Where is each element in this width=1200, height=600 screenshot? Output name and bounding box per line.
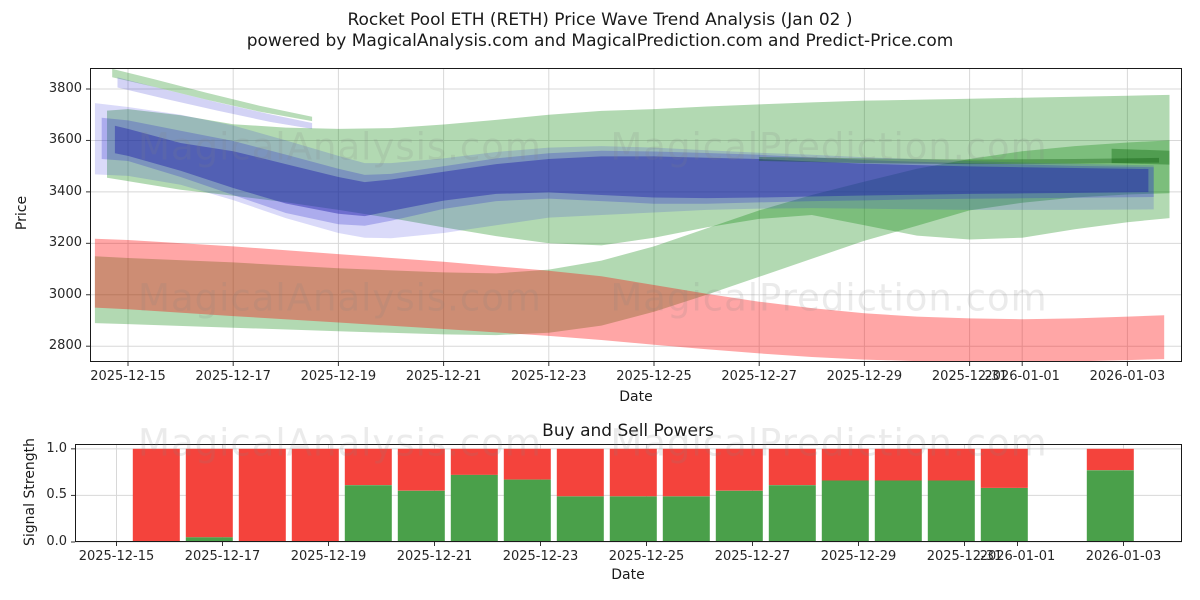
signal-chart-x-tick-label: 2025-12-19: [290, 549, 367, 564]
sell-bar: [291, 448, 339, 542]
signal-chart-x-tick-label: 2026-01-01: [979, 549, 1056, 564]
signal-chart-x-tick-label: 2025-12-31: [926, 549, 1003, 564]
price-chart-x-tick-label: 2025-12-17: [195, 369, 271, 384]
date-axis-label-bottom: Date: [611, 567, 645, 583]
blue-core-band: [114, 125, 1149, 217]
figure-title-line2: powered by MagicalAnalysis.com and Magic…: [246, 31, 954, 51]
sell-bar: [768, 448, 816, 486]
sell-bar: [450, 448, 498, 475]
sell-bar: [821, 448, 869, 481]
buy-sell-power-chart: [71, 444, 1182, 546]
price-chart-y-tick-label: 2800: [48, 338, 82, 354]
price-chart-x-tick-label: 2025-12-27: [721, 369, 797, 384]
price-chart-x-tick-label: 2025-12-29: [826, 369, 903, 384]
buy-bar: [715, 490, 763, 542]
sell-bar: [185, 448, 233, 538]
signal-chart-y-tick-label: 1.0: [46, 440, 67, 456]
sell-bar: [397, 448, 445, 491]
sell-bar: [503, 448, 551, 480]
price-chart-y-tick-label: 3400: [48, 183, 82, 199]
price-chart-y-tick-label: 3800: [48, 81, 82, 96]
signal-chart-frame: [75, 444, 1182, 542]
buy-bar: [927, 480, 975, 542]
price-wave-chart: [86, 68, 1182, 366]
signal-chart-x-tick-label: 2025-12-29: [820, 549, 897, 564]
buy-bar: [1086, 470, 1134, 542]
sell-bar: [715, 448, 763, 491]
price-chart-x-tick-label: 2025-12-21: [405, 369, 482, 384]
price-chart-x-tick-label: 2025-12-25: [616, 369, 692, 384]
sell-bar: [1086, 448, 1134, 471]
price-chart-x-tick-label: 2025-12-23: [511, 369, 587, 384]
price-chart-y-tick-label: 3000: [48, 286, 82, 302]
green-top-sliver: [112, 68, 313, 122]
buy-bar: [980, 488, 1028, 542]
signal-chart-x-tick-label: 2025-12-15: [78, 549, 155, 564]
price-chart-x-tick-label: 2026-01-01: [984, 369, 1060, 384]
lower-green-riser: [94, 140, 1170, 336]
buy-bar: [609, 496, 657, 542]
blue-wide-band: [94, 103, 1154, 239]
sell-bar: [556, 448, 604, 497]
upper-green-fan: [107, 94, 1170, 246]
price-chart-y-tick-label: 3600: [48, 132, 82, 148]
figure-title: Rocket Pool ETH (RETH) Price Wave Trend …: [0, 10, 1200, 52]
buy-bar: [397, 490, 445, 542]
signal-chart-y-tick-label: 0.0: [46, 533, 67, 549]
price-chart-x-tick-label: 2025-12-15: [90, 369, 166, 384]
signal-chart-x-tick-label: 2025-12-21: [396, 549, 473, 564]
bottom-chart-title: Buy and Sell Powers: [542, 421, 714, 441]
buy-bar: [821, 480, 869, 542]
blue-top-sliver: [117, 77, 313, 129]
sell-bar: [874, 448, 922, 481]
sell-bar: [132, 448, 180, 542]
signal-chart-y-tick-label: 0.5: [46, 487, 67, 503]
date-axis-label-top: Date: [619, 389, 653, 405]
signal-chart-x-tick-label: 2025-12-23: [502, 549, 579, 564]
buy-bar: [344, 485, 392, 542]
buy-bar: [503, 479, 551, 542]
dark-green-stripe: [759, 156, 1159, 165]
sell-bar: [238, 448, 286, 542]
price-chart-y-tick-label: 3200: [48, 235, 82, 251]
dark-green-block: [1111, 148, 1170, 165]
buy-bar: [556, 496, 604, 542]
sell-bar: [980, 448, 1028, 488]
blue-mid-band: [101, 117, 1154, 226]
signal-chart-x-tick-label: 2026-01-03: [1085, 549, 1162, 564]
signal-chart-x-tick-label: 2025-12-27: [714, 549, 791, 564]
buy-bar: [185, 537, 233, 542]
buy-bar: [874, 480, 922, 542]
red-band: [94, 238, 1165, 362]
signal-chart-x-tick-label: 2025-12-17: [184, 549, 261, 564]
buy-bar: [662, 496, 710, 542]
signal-chart-x-tick-label: 2025-12-25: [608, 549, 685, 564]
buy-bar: [450, 474, 498, 542]
sell-bar: [609, 448, 657, 497]
price-chart-x-tick-label: 2025-12-31: [931, 369, 1008, 384]
price-chart-frame: [90, 68, 1182, 362]
buy-bar: [768, 485, 816, 542]
figure-title-line1: Rocket Pool ETH (RETH) Price Wave Trend …: [347, 10, 853, 30]
price-chart-x-tick-label: 2025-12-19: [300, 369, 377, 384]
price-chart-x-tick-label: 2026-01-03: [1089, 369, 1166, 384]
sell-bar: [927, 448, 975, 481]
sell-bar: [344, 448, 392, 486]
sell-bar: [662, 448, 710, 497]
